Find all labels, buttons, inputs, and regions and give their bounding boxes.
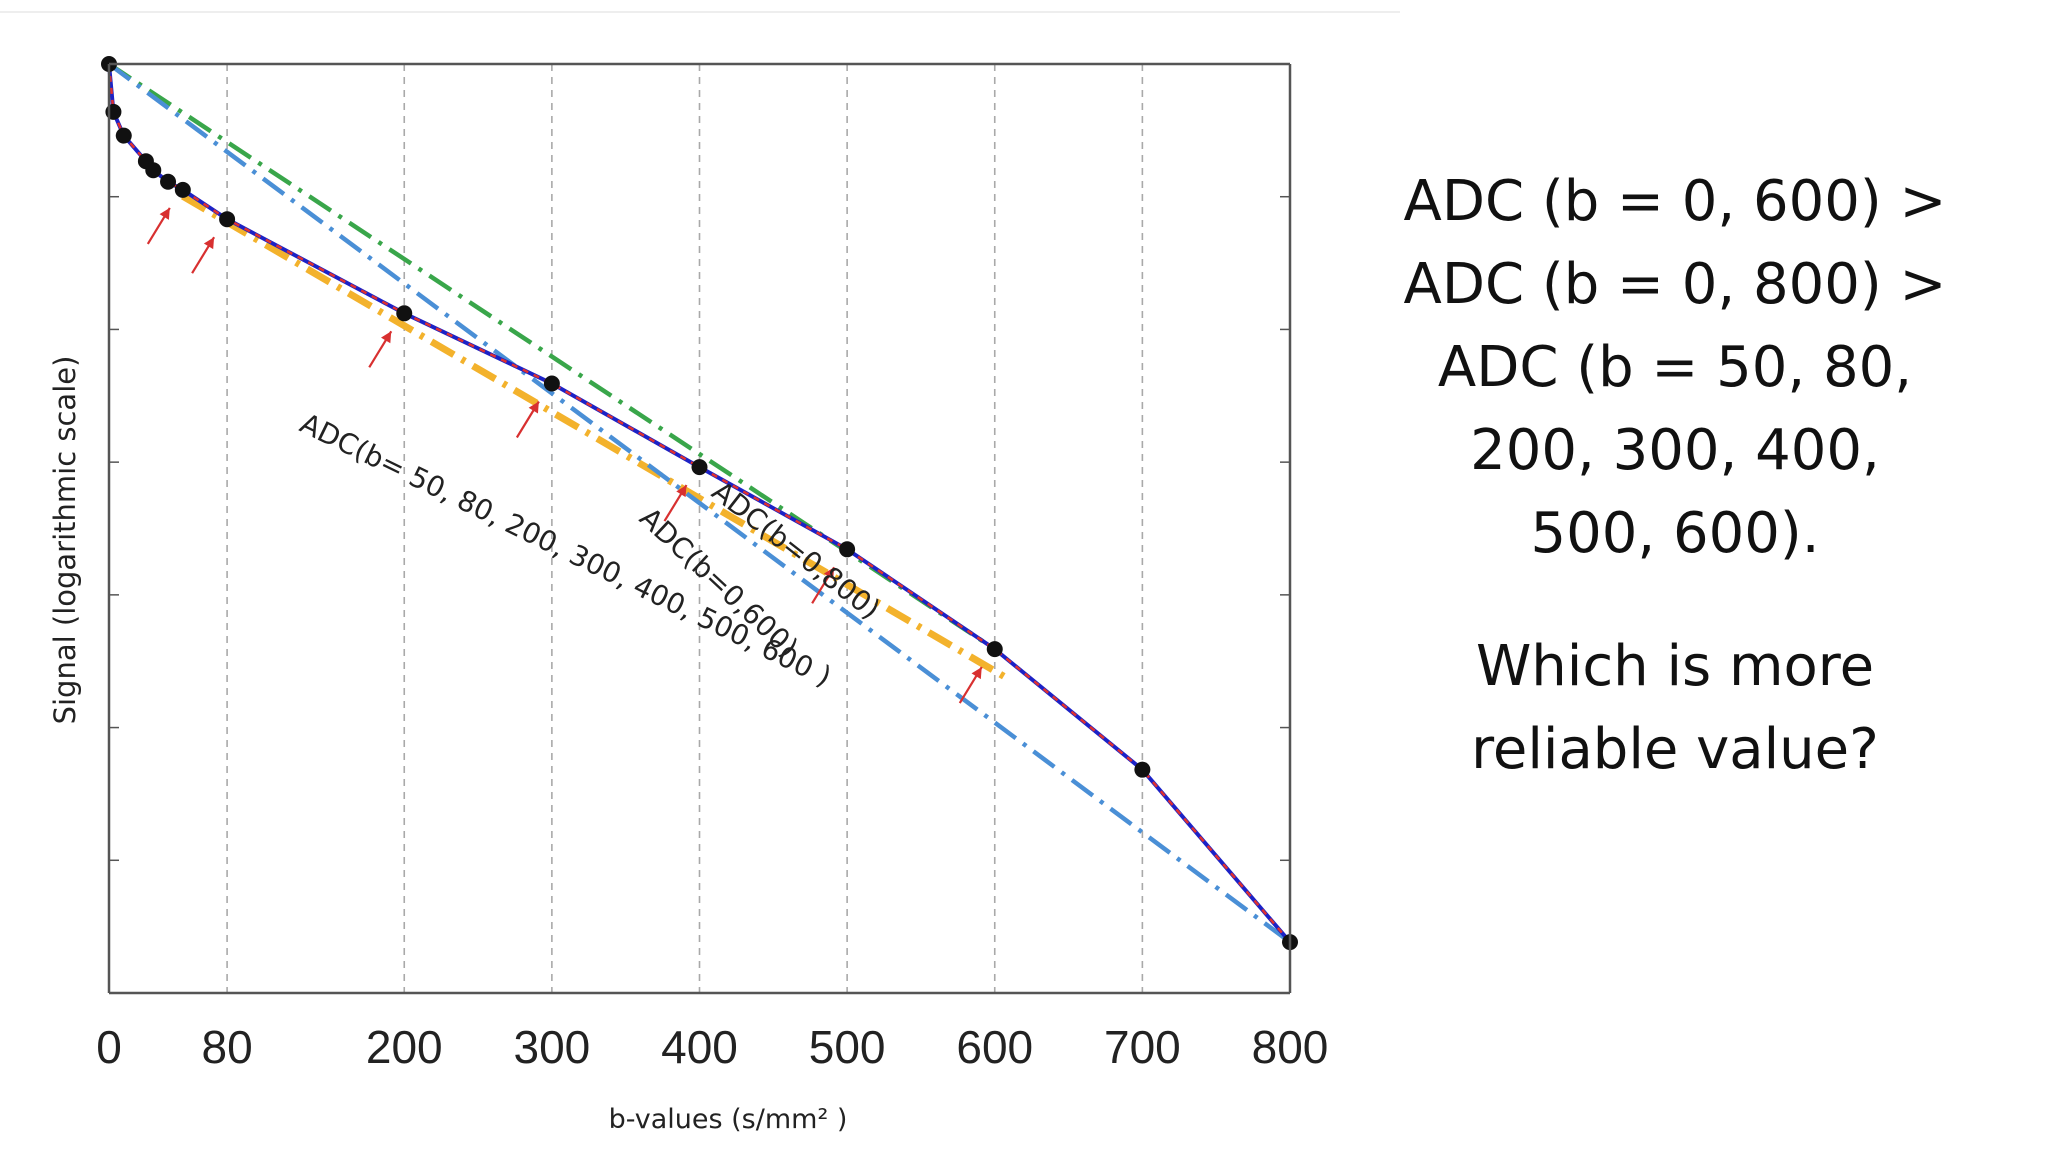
arrow-b400 bbox=[663, 484, 688, 522]
arrow-b80 bbox=[191, 236, 216, 274]
data-point-b500 bbox=[839, 541, 856, 558]
conclusion-line-5: 500, 600). bbox=[1530, 501, 1820, 566]
measured-series bbox=[101, 56, 1298, 951]
arrow-b500 bbox=[811, 566, 836, 604]
conclusion-text: ADC (b = 0, 600) > ADC (b = 0, 800) > AD… bbox=[1395, 160, 1955, 791]
conclusion-line-1: ADC (b = 0, 600) > bbox=[1403, 169, 1947, 234]
data-point-b600 bbox=[986, 641, 1003, 658]
adc-chart: 0 80 200 300 400 500 600 700 800 ADC(b= 50, 80, … bbox=[0, 11, 1400, 1135]
data-point-b80 bbox=[219, 211, 236, 228]
data-point-b400 bbox=[691, 459, 708, 476]
x-tick-label-400: 400 bbox=[661, 1021, 738, 1073]
conclusion-line-4: 200, 300, 400, bbox=[1470, 418, 1880, 483]
arrow-b200 bbox=[368, 330, 393, 368]
data-point-b30 bbox=[145, 162, 162, 179]
fit-labels: ADC(b= 50, 80, 200, 300, 400, 500, 600 )… bbox=[295, 407, 886, 694]
x-tick-label-600: 600 bbox=[956, 1021, 1033, 1073]
x-tick-label-200: 200 bbox=[366, 1021, 443, 1073]
x-tick-label-0: 0 bbox=[96, 1021, 122, 1073]
fit-50-600-line bbox=[181, 193, 1012, 683]
x-tick-label-800: 800 bbox=[1252, 1021, 1329, 1073]
question-line-1: Which is more bbox=[1475, 634, 1875, 699]
conclusion-line-3: ADC (b = 50, 80, bbox=[1437, 335, 1913, 400]
data-point-b300 bbox=[543, 375, 560, 392]
x-tick-label-500: 500 bbox=[809, 1021, 886, 1073]
axes bbox=[107, 62, 1292, 995]
x-tick-label-300: 300 bbox=[514, 1021, 591, 1073]
arrow-b600 bbox=[958, 666, 983, 704]
arrow-b50 bbox=[146, 207, 171, 245]
data-point-b50 bbox=[174, 181, 191, 198]
data-point-b700 bbox=[1134, 761, 1151, 778]
conclusion-line-2: ADC (b = 0, 800) > bbox=[1403, 252, 1947, 317]
data-point-b40 bbox=[160, 173, 177, 190]
fit-50-600-label: ADC(b= 50, 80, 200, 300, 400, 500, 600 ) bbox=[295, 407, 837, 694]
question-line-2: reliable value? bbox=[1471, 717, 1879, 782]
x-tick-label-80: 80 bbox=[202, 1021, 253, 1073]
arrow-b300 bbox=[515, 400, 540, 439]
fit-0-800-line bbox=[107, 62, 1292, 944]
data-point-b10 bbox=[115, 127, 132, 144]
x-tick-labels: 0 80 200 300 400 500 600 700 800 bbox=[96, 1021, 1328, 1073]
x-axis-label: b-values (s/mm² ) bbox=[609, 1104, 848, 1135]
x-tick-label-700: 700 bbox=[1104, 1021, 1181, 1073]
arrow-markers bbox=[146, 207, 983, 704]
y-axis-label: Signal (logarithmic scale) bbox=[48, 356, 82, 725]
data-point-b200 bbox=[396, 305, 413, 322]
